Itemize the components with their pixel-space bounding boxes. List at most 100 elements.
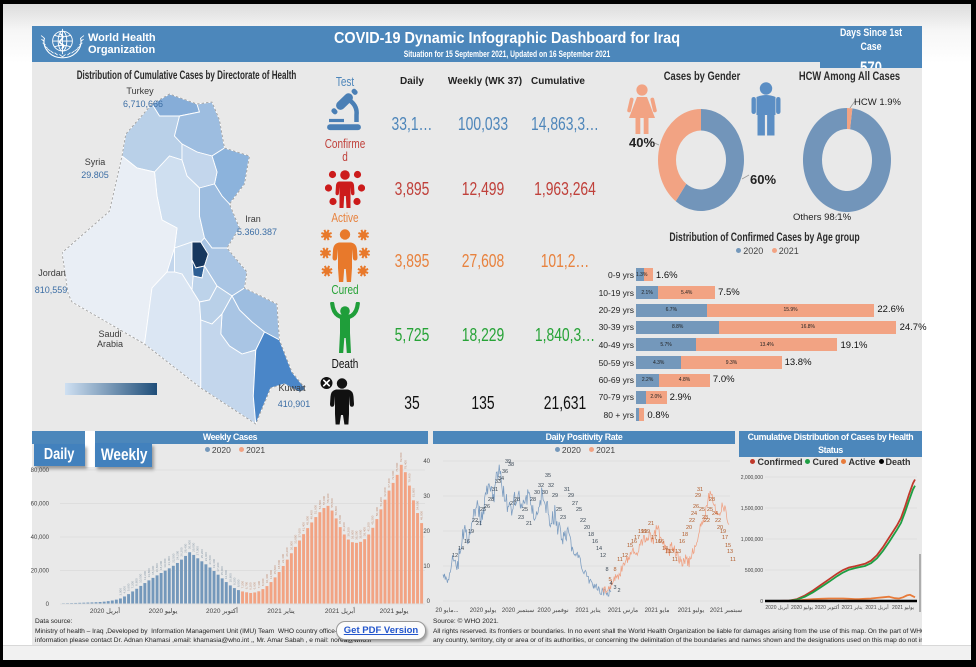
svg-text:25: 25 (522, 507, 528, 513)
svg-text:21: 21 (476, 521, 482, 527)
svg-text:2021 يناير: 2021 يناير (267, 607, 295, 615)
svg-text:22: 22 (715, 518, 721, 524)
svg-text:30: 30 (423, 494, 430, 500)
svg-text:56,200: 56,200 (379, 497, 383, 507)
svg-text:2020 أبريل: 2020 أبريل (765, 603, 789, 611)
svg-text:0: 0 (760, 599, 763, 605)
svg-text:16: 16 (658, 539, 664, 545)
svg-text:17: 17 (634, 535, 640, 541)
svg-text:10,400: 10,400 (265, 574, 269, 584)
svg-text:25: 25 (556, 507, 562, 513)
svg-text:6,700: 6,700 (245, 581, 249, 589)
svg-text:2020 يوليو: 2020 يوليو (149, 607, 178, 615)
svg-text:23,400: 23,400 (204, 552, 208, 562)
svg-text:12,200: 12,200 (143, 571, 147, 581)
svg-text:15: 15 (725, 543, 731, 549)
svg-text:36,600: 36,600 (350, 530, 354, 540)
svg-text:13: 13 (727, 549, 733, 555)
svg-text:45,200: 45,200 (371, 515, 375, 525)
svg-text:18: 18 (682, 532, 688, 538)
svg-text:12: 12 (452, 553, 458, 559)
svg-text:0: 0 (427, 599, 431, 605)
svg-text:21: 21 (526, 521, 532, 527)
svg-text:41,400: 41,400 (302, 522, 306, 532)
svg-text:19,600: 19,600 (163, 558, 167, 568)
svg-text:36: 36 (502, 469, 508, 475)
svg-text:8,800: 8,800 (135, 578, 139, 586)
svg-text:28: 28 (488, 497, 494, 503)
svg-text:22: 22 (472, 518, 478, 524)
svg-text:35: 35 (545, 473, 551, 479)
svg-text:25: 25 (707, 507, 713, 513)
svg-text:16,800: 16,800 (155, 563, 159, 573)
svg-text:16: 16 (464, 539, 470, 545)
svg-text:25: 25 (480, 507, 486, 513)
svg-text:82,800: 82,800 (399, 452, 403, 462)
svg-text:2021 أبريل: 2021 أبريل (865, 603, 889, 611)
svg-text:13: 13 (675, 549, 681, 555)
svg-text:19: 19 (468, 529, 474, 535)
svg-text:11: 11 (730, 557, 736, 563)
svg-text:31: 31 (697, 487, 703, 493)
svg-text:7,200: 7,200 (131, 581, 135, 589)
svg-text:20: 20 (584, 525, 590, 531)
svg-text:15: 15 (627, 543, 633, 549)
svg-text:2021 يناير: 2021 يناير (841, 605, 863, 611)
svg-text:2020 يوليو: 2020 يوليو (470, 607, 497, 614)
svg-text:2021 مايو: 2021 مايو (645, 607, 670, 614)
svg-text:40,000: 40,000 (31, 535, 50, 541)
svg-text:76,800: 76,800 (395, 462, 399, 472)
svg-text:19: 19 (641, 529, 647, 535)
svg-text:54,500: 54,500 (318, 500, 322, 510)
svg-text:19: 19 (720, 529, 726, 535)
svg-text:8,600: 8,600 (261, 578, 265, 586)
svg-text:15,000: 15,000 (220, 566, 224, 576)
svg-text:38,200: 38,200 (346, 527, 350, 537)
svg-text:0: 0 (46, 602, 50, 608)
svg-text:25: 25 (576, 507, 582, 513)
svg-text:13,800: 13,800 (147, 568, 151, 578)
svg-text:11: 11 (672, 557, 678, 563)
svg-text:34: 34 (498, 476, 504, 482)
svg-text:18,800: 18,800 (277, 559, 281, 569)
svg-text:2,000,000: 2,000,000 (741, 475, 763, 481)
svg-text:24: 24 (712, 511, 718, 517)
svg-text:29: 29 (568, 493, 574, 499)
svg-text:16: 16 (592, 539, 598, 545)
svg-text:50,400: 50,400 (375, 507, 379, 517)
svg-text:13: 13 (668, 549, 674, 555)
svg-text:6,300: 6,300 (249, 582, 253, 590)
svg-text:25,200: 25,200 (200, 549, 204, 559)
svg-text:8: 8 (613, 567, 616, 573)
svg-text:2021 سبتمبر: 2021 سبتمبر (710, 608, 742, 614)
svg-text:27: 27 (510, 501, 516, 507)
svg-text:23: 23 (560, 515, 566, 521)
svg-text:12,800: 12,800 (224, 570, 228, 580)
svg-text:7,300: 7,300 (257, 580, 261, 588)
svg-text:38,400: 38,400 (363, 527, 367, 537)
svg-text:13: 13 (665, 549, 671, 555)
svg-text:2021 أبريل: 2021 أبريل (325, 605, 355, 615)
svg-text:8,000: 8,000 (236, 579, 240, 587)
svg-text:39: 39 (505, 459, 511, 465)
svg-text:38: 38 (508, 462, 514, 468)
svg-text:40: 40 (423, 459, 430, 465)
svg-text:10,800: 10,800 (228, 573, 232, 583)
svg-text:30,000: 30,000 (289, 541, 293, 551)
svg-text:28: 28 (530, 497, 536, 503)
svg-text:33,800: 33,800 (293, 534, 297, 544)
svg-text:37,600: 37,600 (298, 528, 302, 538)
svg-text:55,500: 55,500 (330, 498, 334, 508)
svg-text:3: 3 (613, 585, 616, 591)
svg-text:16: 16 (631, 539, 637, 545)
svg-text:29,000: 29,000 (192, 542, 196, 552)
svg-text:3,000: 3,000 (118, 588, 122, 596)
svg-text:2021 يناير: 2021 يناير (575, 607, 601, 614)
svg-text:20,000: 20,000 (31, 569, 50, 575)
svg-text:36,200: 36,200 (354, 530, 358, 540)
svg-text:4,200: 4,200 (122, 586, 126, 594)
svg-text:61,600: 61,600 (411, 488, 415, 498)
svg-text:80,000: 80,000 (31, 468, 50, 474)
svg-text:30,600: 30,600 (188, 540, 192, 550)
svg-text:14: 14 (662, 546, 668, 552)
